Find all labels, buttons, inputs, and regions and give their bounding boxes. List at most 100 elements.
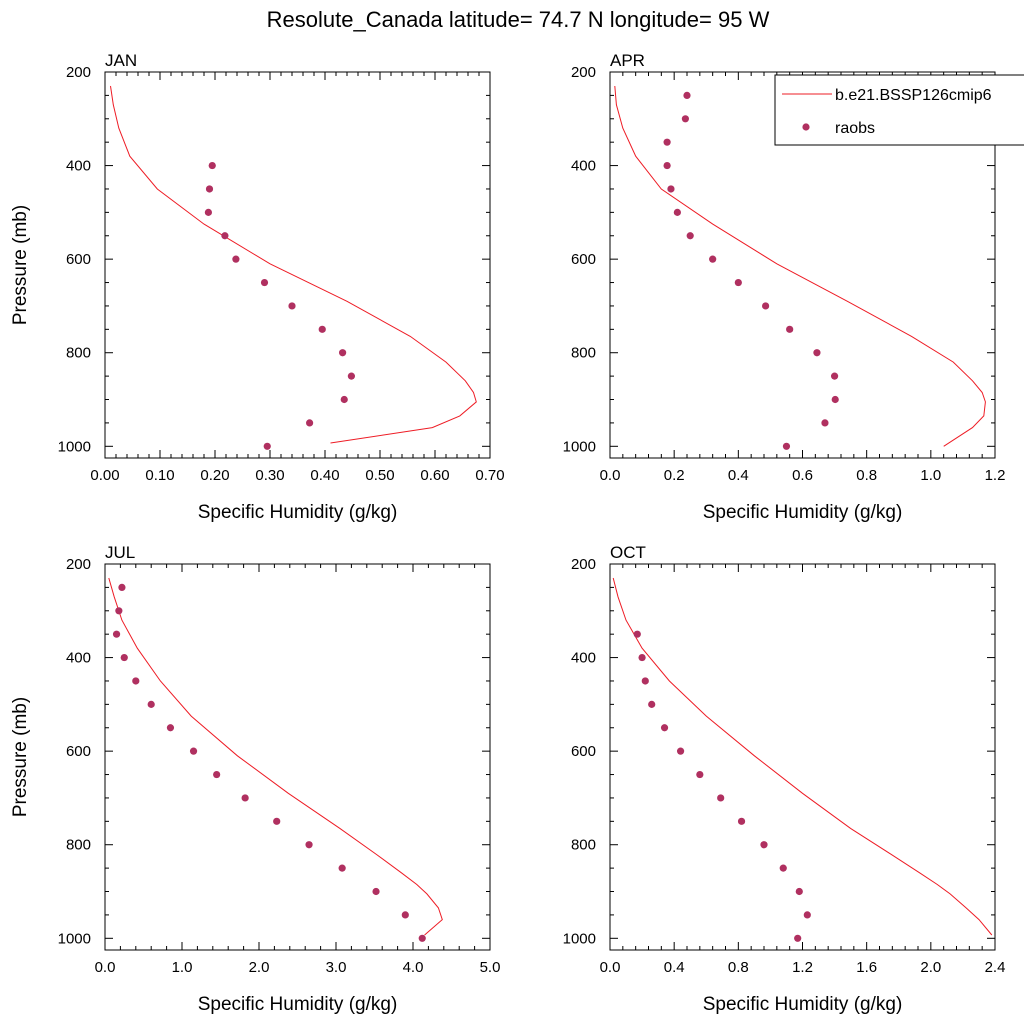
raobs-point (132, 677, 140, 685)
panel-jan: JAN 0.00 0.10 0.20 0.30 0.40 0.50 0.60 0.70 200 40… (10, 51, 505, 523)
model-profile-line (110, 85, 477, 444)
raobs-point (418, 934, 426, 942)
x-axis-label: Specific Humidity (g/kg) (198, 994, 398, 1015)
raobs-point (830, 372, 839, 380)
raobs-point (205, 185, 214, 193)
panel-label: JUL (105, 543, 135, 562)
y-tick-label: 600 (571, 251, 596, 268)
x-tick-label: 3.0 (326, 959, 347, 976)
raobs-point (779, 864, 787, 872)
raobs-point (760, 841, 768, 849)
panels-group: JAN 0.00 0.10 0.20 0.30 0.40 0.50 0.60 0.70 200 40… (10, 51, 1005, 1015)
raobs-point (782, 442, 791, 450)
panel-label: OCT (610, 543, 646, 562)
x-tick-label: 4.0 (403, 959, 424, 976)
raobs-point (260, 278, 269, 287)
legend-label-obs: raobs (835, 120, 875, 137)
raobs-point (305, 841, 313, 849)
raobs-point (696, 770, 704, 779)
x-tick-label: 0.6 (792, 467, 813, 484)
legend-box (774, 74, 1024, 146)
y-tick-label: 400 (66, 650, 91, 667)
raobs-point (112, 630, 121, 638)
raobs-point (241, 794, 249, 802)
y-tick-label: 1000 (563, 930, 596, 947)
raobs-point (318, 325, 326, 333)
raobs-point (737, 817, 746, 825)
raobs-point (338, 864, 346, 872)
panel-oct: OCT 0.0 0.4 0.8 1.2 1.6 2.0 2.4 200 400 600 800 1000… (563, 543, 1006, 1015)
raobs-point (118, 583, 126, 591)
raobs-point (667, 185, 675, 193)
raobs-point (339, 349, 347, 357)
x-axis-label: Specific Humidity (g/kg) (198, 502, 398, 523)
raobs-point (734, 278, 742, 287)
raobs-point (794, 934, 802, 942)
raobs-point (795, 887, 803, 896)
y-tick-label: 600 (571, 743, 596, 760)
figure-title: Resolute_Canada latitude= 74.7 N longitu… (267, 7, 770, 32)
raobs-point (686, 232, 694, 240)
y-tick-label: 400 (66, 158, 91, 175)
raobs-point (306, 419, 314, 427)
y-tick-label: 800 (66, 837, 91, 854)
raobs-point (204, 208, 212, 216)
model-profile-line (612, 577, 993, 936)
x-tick-label: 2.0 (249, 959, 270, 976)
raobs-point (120, 653, 128, 662)
y-tick-label: 200 (66, 64, 91, 81)
y-tick-label: 1000 (563, 438, 596, 455)
x-tick-label: 2.4 (985, 959, 1006, 976)
x-tick-label: 1.2 (792, 959, 813, 976)
raobs-point (673, 208, 681, 216)
x-tick-label: 0.70 (475, 467, 504, 484)
y-tick-label: 400 (571, 158, 596, 175)
x-tick-label: 0.2 (664, 467, 685, 484)
raobs-point (372, 887, 380, 896)
panel-label: JAN (105, 51, 137, 70)
x-tick-label: 1.0 (920, 467, 941, 484)
raobs-point (288, 302, 296, 310)
plot-frame (104, 563, 491, 951)
raobs-point (709, 255, 717, 263)
raobs-point (166, 724, 175, 732)
raobs-point (273, 817, 281, 825)
x-axis-label: Specific Humidity (g/kg) (703, 502, 903, 523)
x-axis-label: Specific Humidity (g/kg) (703, 994, 903, 1015)
panel-jul: JUL 0.0 1.0 2.0 3.0 4.0 5.0 200 400 600 800 1000 Spe… (10, 543, 500, 1015)
y-tick-label: 200 (571, 556, 596, 573)
y-tick-label: 1000 (58, 438, 91, 455)
raobs-point (660, 724, 669, 732)
x-tick-label: 0.0 (600, 467, 621, 484)
x-tick-label: 0.00 (90, 467, 119, 484)
x-tick-label: 0.4 (664, 959, 685, 976)
raobs-point (208, 161, 216, 170)
x-tick-label: 0.8 (856, 467, 877, 484)
raobs-point (147, 700, 155, 708)
raobs-point (641, 677, 649, 685)
y-axis-label: Pressure (mb) (10, 205, 31, 325)
x-tick-label: 5.0 (480, 959, 501, 976)
y-axis-label: Pressure (mb) (10, 697, 31, 817)
raobs-point (813, 349, 821, 357)
raobs-point (663, 138, 671, 146)
raobs-point (638, 653, 646, 662)
raobs-point (683, 91, 691, 99)
x-tick-label: 0.60 (420, 467, 449, 484)
raobs-point (263, 442, 271, 450)
raobs-point (633, 630, 641, 638)
x-tick-label: 0.8 (728, 959, 749, 976)
x-tick-label: 0.10 (145, 467, 174, 484)
raobs-point (821, 419, 829, 427)
x-tick-label: 0.20 (200, 467, 229, 484)
raobs-point (115, 607, 123, 615)
y-tick-label: 600 (66, 743, 91, 760)
y-tick-label: 200 (571, 64, 596, 81)
y-tick-label: 800 (571, 837, 596, 854)
legend-marker-swatch (802, 123, 810, 131)
raobs-point (401, 911, 409, 919)
x-tick-label: 0.4 (728, 467, 749, 484)
raobs-point (648, 700, 656, 708)
x-tick-label: 1.6 (856, 959, 877, 976)
